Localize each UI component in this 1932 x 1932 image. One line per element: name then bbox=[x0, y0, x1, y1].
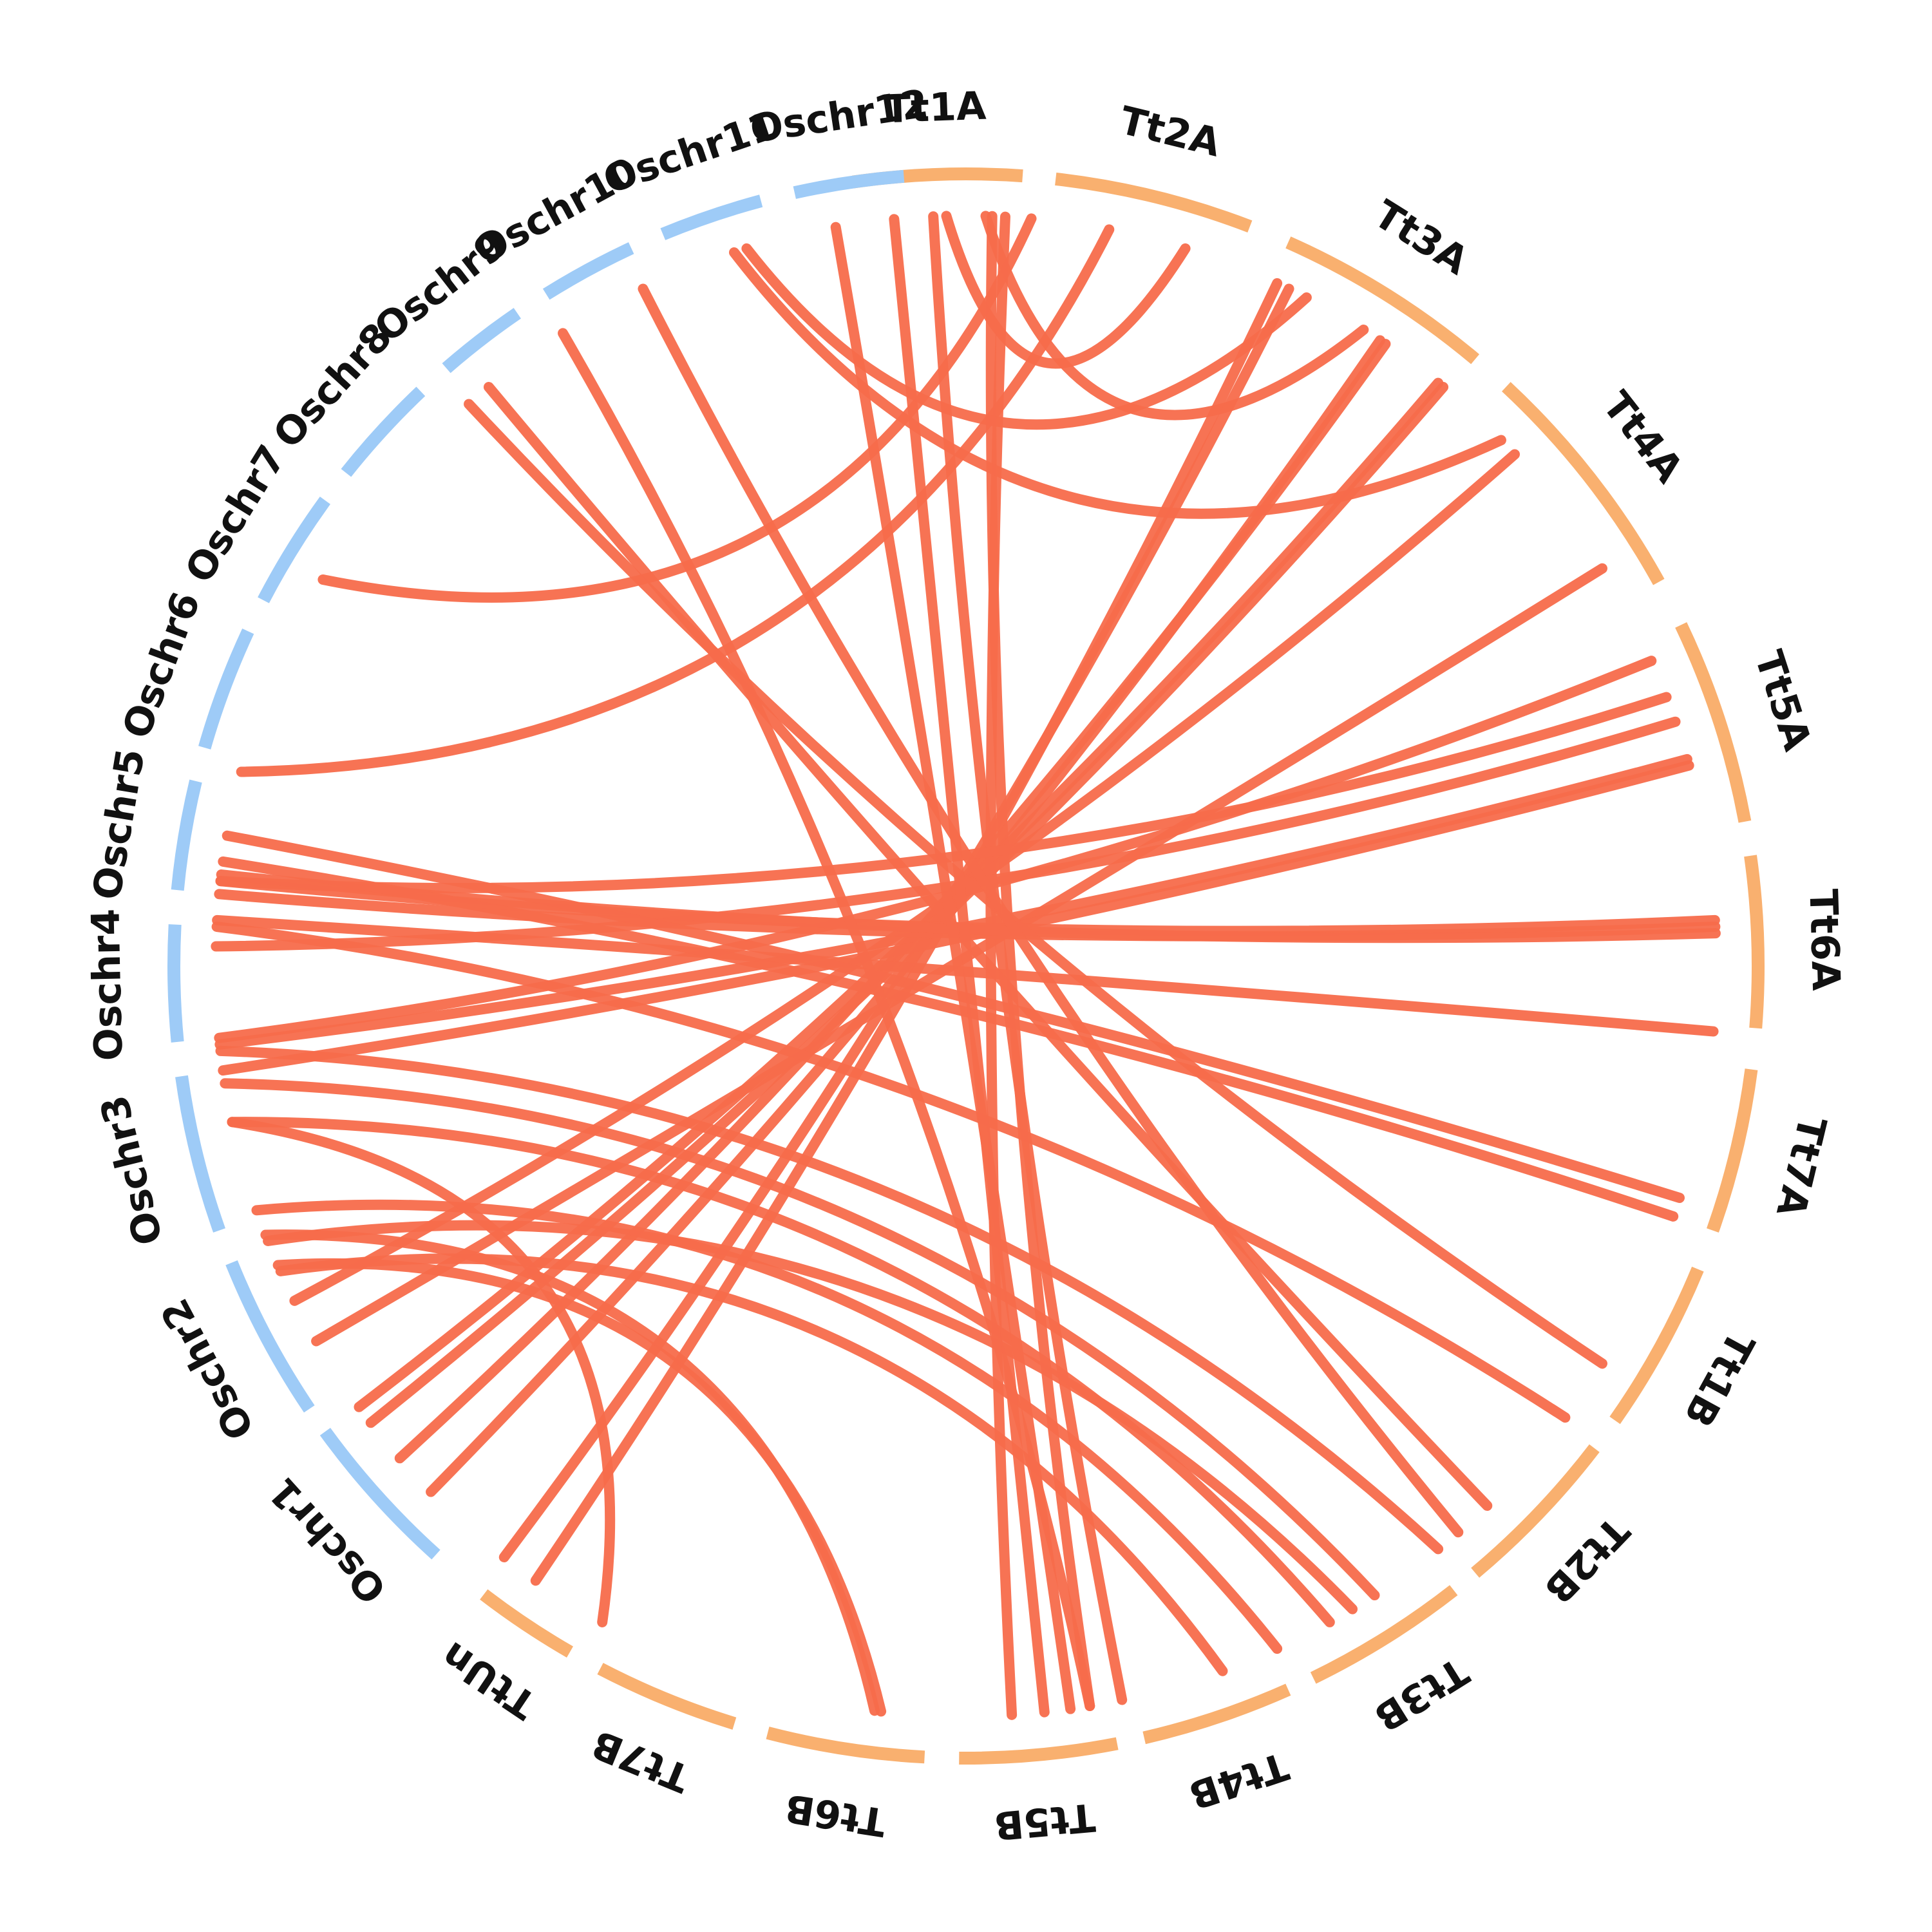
chromosome-arc-tt5a bbox=[1675, 622, 1752, 823]
synteny-link-5 bbox=[236, 224, 1115, 777]
chromosome-arc-oschr9 bbox=[442, 308, 521, 374]
synteny-link-24 bbox=[218, 856, 1679, 1222]
chromosome-arc-tt6a bbox=[1744, 855, 1765, 1029]
synteny-link-41 bbox=[317, 213, 1037, 603]
chromosome-arc-tt4a bbox=[1502, 382, 1665, 585]
chromosome-label-oschr3: Oschr3 bbox=[92, 1091, 172, 1249]
chromosome-label-tt1a: Tt1A bbox=[884, 84, 987, 133]
synteny-link-0 bbox=[941, 211, 1191, 369]
synteny-link-29 bbox=[215, 1045, 1444, 1555]
chromosome-arc-tt1b bbox=[1609, 1266, 1704, 1425]
chromosome-arc-oschr7 bbox=[258, 497, 330, 603]
chromosome-arc-tt3b bbox=[1310, 1585, 1458, 1684]
chromosome-arc-tt3a bbox=[1285, 236, 1480, 365]
synteny-link-31 bbox=[263, 1220, 1358, 1615]
chromosome-arc-tt5b bbox=[959, 1737, 1119, 1765]
chromosome-label-tt3a: Tt3A bbox=[1366, 192, 1476, 284]
synteny-links bbox=[211, 211, 1721, 1720]
synteny-link-32 bbox=[227, 1117, 1335, 1627]
chromosome-label-tt2b: Tt2B bbox=[1535, 1508, 1638, 1612]
chromosome-label-tt6b: Tt6B bbox=[782, 1785, 889, 1844]
chromosome-arc-tt7a bbox=[1707, 1068, 1758, 1233]
chromosome-label-tt7b: Tt7B bbox=[585, 1721, 696, 1801]
chromosome-arc-oschr6 bbox=[198, 628, 254, 750]
synteny-link-37 bbox=[889, 214, 1050, 1718]
chromosome-arc-oschr3 bbox=[175, 1075, 225, 1233]
synteny-link-12 bbox=[289, 449, 1520, 1306]
synteny-link-30 bbox=[220, 1078, 1380, 1601]
chromosome-arc-tt2b bbox=[1471, 1444, 1600, 1578]
chromosome-arc-tt6b bbox=[766, 1727, 925, 1764]
chromosome-label-oschr6: Oschr6 bbox=[114, 586, 209, 744]
chromosome-arc-oschr4 bbox=[167, 924, 184, 1043]
synteny-link-33 bbox=[251, 1199, 1283, 1654]
chromosome-arc-oschr5 bbox=[171, 779, 202, 891]
synteny-link-42 bbox=[729, 247, 1506, 519]
chromosome-label-tt5b: Tt5B bbox=[992, 1794, 1097, 1848]
chromosome-ideograms bbox=[167, 167, 1765, 1765]
synteny-link-39 bbox=[260, 1229, 880, 1716]
synteny-link-4 bbox=[985, 211, 1095, 1712]
chromosome-label-tt4a: Tt4A bbox=[1594, 383, 1692, 491]
synteny-link-28 bbox=[638, 283, 1464, 1538]
chromosome-label-tt7a: Tt7A bbox=[1767, 1112, 1835, 1221]
chromosome-arc-oschr2 bbox=[225, 1260, 315, 1413]
chromosome-label-tt6a: Tt6A bbox=[1800, 888, 1848, 991]
synteny-link-43 bbox=[741, 243, 1312, 430]
chromosome-label-tt3b: Tt3B bbox=[1366, 1648, 1475, 1740]
chromosome-label-oschr4: Oschr4 bbox=[83, 908, 131, 1061]
synteny-link-27 bbox=[483, 382, 1493, 1511]
chromosome-label-tt5a: Tt5A bbox=[1745, 645, 1820, 756]
chromosome-label-tt1b: Tt1B bbox=[1675, 1324, 1763, 1434]
chromosome-label-oschr5: Oschr5 bbox=[84, 746, 154, 904]
chromosome-label-ttun: TtUn bbox=[433, 1633, 545, 1728]
chromosome-arc-tt7b bbox=[597, 1663, 737, 1730]
chromosome-label-tt4b: Tt4B bbox=[1184, 1743, 1294, 1817]
chromosome-arc-oschr1 bbox=[319, 1428, 440, 1560]
chromosome-label-oschr2: Oschr2 bbox=[152, 1291, 263, 1447]
chromosome-arc-tt2a bbox=[1055, 172, 1253, 233]
chromosome-arc-oschr10 bbox=[542, 242, 634, 300]
chromosome-arc-tt4b bbox=[1142, 1683, 1291, 1745]
synteny-link-40 bbox=[227, 1117, 616, 1627]
chromosome-arc-ttun bbox=[480, 1589, 574, 1658]
chromosome-arc-oschr8 bbox=[341, 386, 426, 477]
chromosome-label-tt2a: Tt2A bbox=[1115, 98, 1225, 166]
synteny-link-34 bbox=[275, 1253, 1228, 1676]
chromosome-arc-oschr12 bbox=[793, 169, 905, 199]
chromosome-label-oschr12: Oschr12 bbox=[747, 81, 931, 152]
chromosome-arc-oschr11 bbox=[660, 194, 763, 240]
